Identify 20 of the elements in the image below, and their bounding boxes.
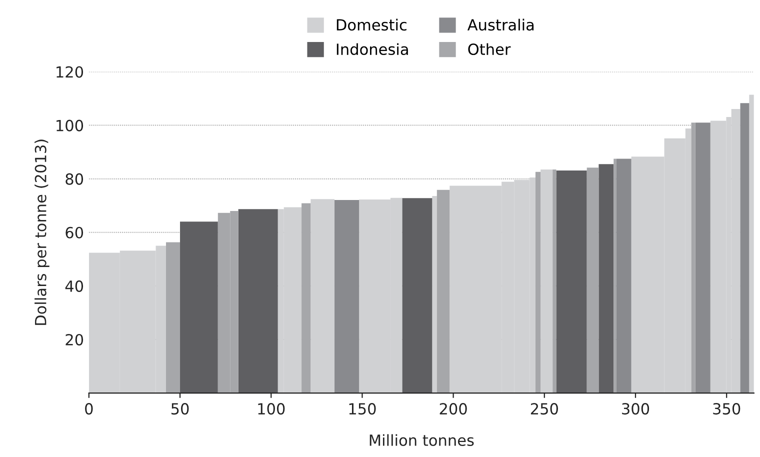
x-tick-label: 250 [530, 403, 558, 415]
x-tick-label: 50 [171, 403, 189, 415]
x-tick-label: 300 [622, 403, 650, 415]
x-tick-label: 350 [713, 403, 740, 415]
x-axis-title: Million tonnes [370, 434, 474, 446]
legend-label: Australia [467, 18, 534, 31]
y-tick-label: 40 [65, 280, 84, 292]
x-tick-label: 150 [349, 403, 376, 415]
y-axis-title: Dollars per tonne (2013) [34, 140, 50, 325]
y-tick-label: 60 [66, 226, 84, 238]
y-tick-label: 120 [56, 66, 84, 78]
legend-label: Domestic [336, 18, 406, 31]
x-tick-label: 200 [440, 403, 467, 415]
y-tick-label: 20 [66, 334, 84, 346]
y-tick-label: 80 [66, 173, 84, 185]
y-tick-label: 100 [56, 120, 84, 132]
legend-label: Other [468, 43, 511, 56]
legend-label: Indonesia [336, 43, 408, 56]
x-tick-label: 0 [85, 403, 93, 415]
x-tick-label: 100 [258, 403, 285, 415]
